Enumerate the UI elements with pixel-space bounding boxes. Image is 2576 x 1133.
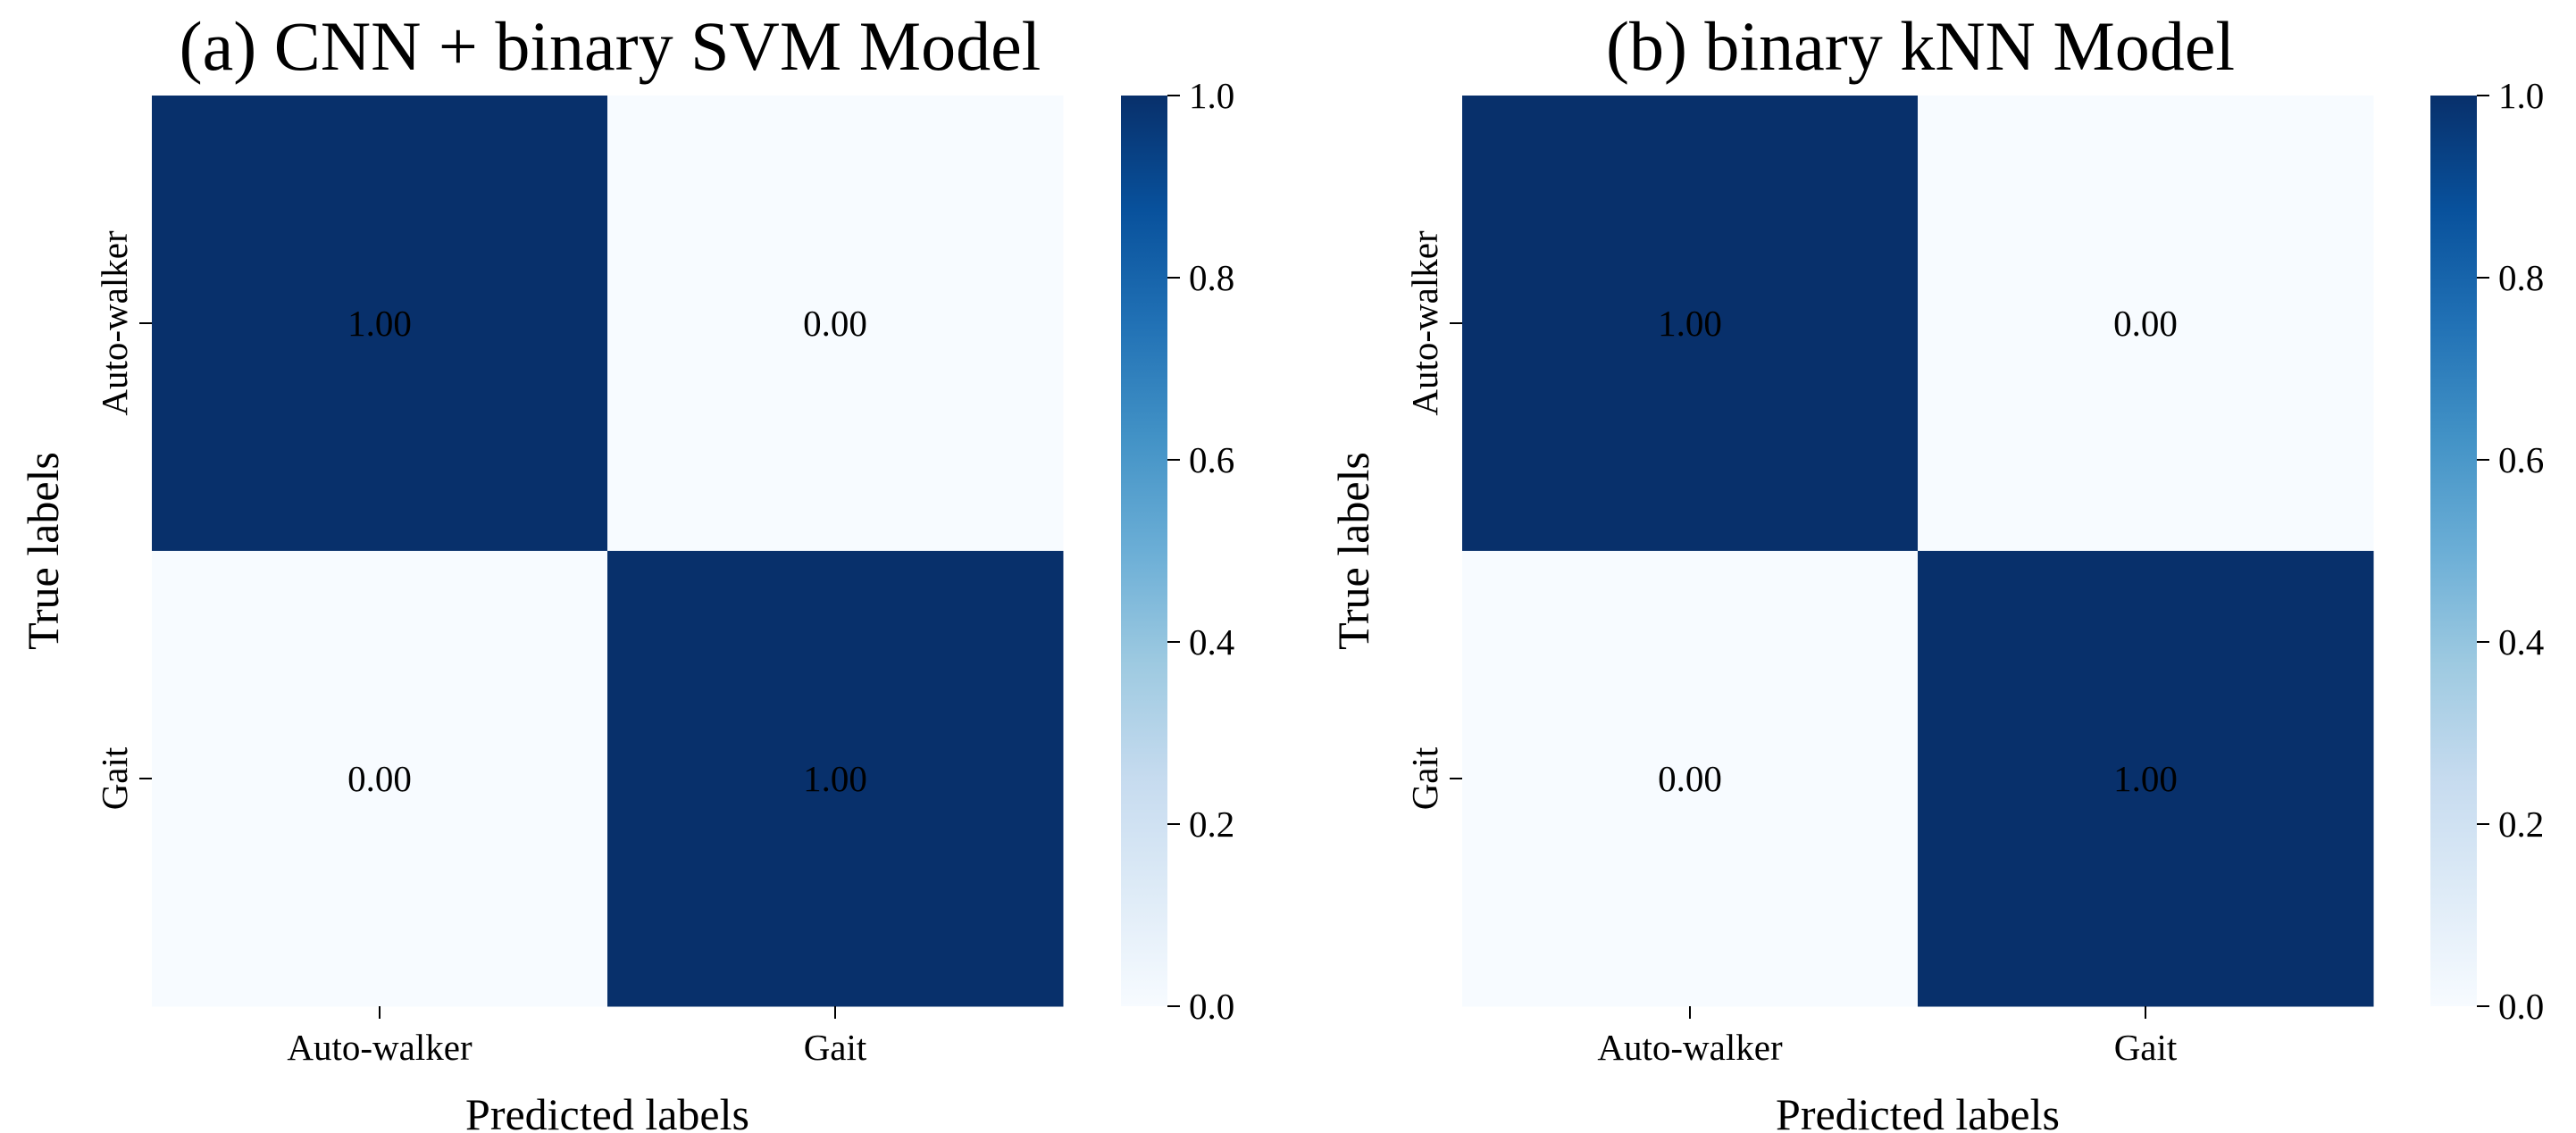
heatmap-cell — [607, 551, 1064, 1007]
y-axis-label: True labels — [18, 452, 68, 650]
cell-value-label: 0.00 — [347, 758, 412, 799]
cell-value-label: 0.00 — [1658, 758, 1722, 799]
colorbar-tick-label: 0.0 — [1189, 986, 1234, 1027]
cell-value-label: 0.00 — [2113, 303, 2178, 344]
heatmap-cell — [152, 551, 608, 1007]
colorbar-tick-label: 0.6 — [1189, 439, 1234, 480]
x-tick-label: Auto-walker — [287, 1027, 473, 1068]
cell-value-label: 1.00 — [2113, 758, 2178, 799]
y-tick-label: Auto-walker — [94, 230, 135, 416]
y-tick-label: Gait — [94, 746, 135, 810]
y-axis-label: True labels — [1328, 452, 1378, 650]
colorbar-tick-label: 0.4 — [2498, 621, 2544, 662]
colorbar-tick-label: 0.8 — [2498, 257, 2544, 298]
colorbar-tick-label: 0.2 — [1189, 804, 1234, 845]
heatmap-cell — [1918, 551, 2374, 1007]
heatmap-cell — [1918, 96, 2374, 552]
colorbar — [2430, 96, 2477, 1006]
panel-title: (b) binary kNN Model — [1606, 7, 2235, 85]
y-tick-label: Gait — [1404, 746, 1445, 810]
colorbar-tick-label: 0.8 — [1189, 257, 1234, 298]
heatmap-cell — [1462, 96, 1919, 552]
heatmap-cell — [607, 96, 1064, 552]
panel-title: (a) CNN + binary SVM Model — [180, 7, 1041, 85]
colorbar-tick-label: 0.0 — [2498, 986, 2544, 1027]
heatmap-cell — [1462, 551, 1919, 1007]
x-axis-label: Predicted labels — [1776, 1089, 2060, 1133]
cell-value-label: 0.00 — [803, 303, 867, 344]
colorbar-tick-label: 0.6 — [2498, 439, 2544, 480]
cell-value-label: 1.00 — [803, 758, 867, 799]
colorbar-tick-label: 1.0 — [2498, 75, 2544, 116]
cell-value-label: 1.00 — [1658, 303, 1722, 344]
x-axis-label: Predicted labels — [465, 1089, 749, 1133]
colorbar-tick-label: 1.0 — [1189, 75, 1234, 116]
x-tick-label: Gait — [2114, 1027, 2178, 1068]
colorbar-tick-label: 0.4 — [1189, 621, 1234, 662]
y-tick-label: Auto-walker — [1404, 230, 1445, 416]
colorbar-tick-label: 0.2 — [2498, 804, 2544, 845]
x-tick-label: Auto-walker — [1597, 1027, 1783, 1068]
heatmap-cell — [152, 96, 608, 552]
cell-value-label: 1.00 — [347, 303, 412, 344]
x-tick-label: Gait — [804, 1027, 867, 1068]
colorbar — [1121, 96, 1167, 1006]
heatmap-panel-b: (b) binary kNN Model 1.00 0.00 0.00 1.00 Auto… — [1328, 7, 2544, 1133]
heatmap-panel-a: (a) CNN + binary SVM Model 1.00 0.00 0.00 1.… — [18, 7, 1234, 1133]
